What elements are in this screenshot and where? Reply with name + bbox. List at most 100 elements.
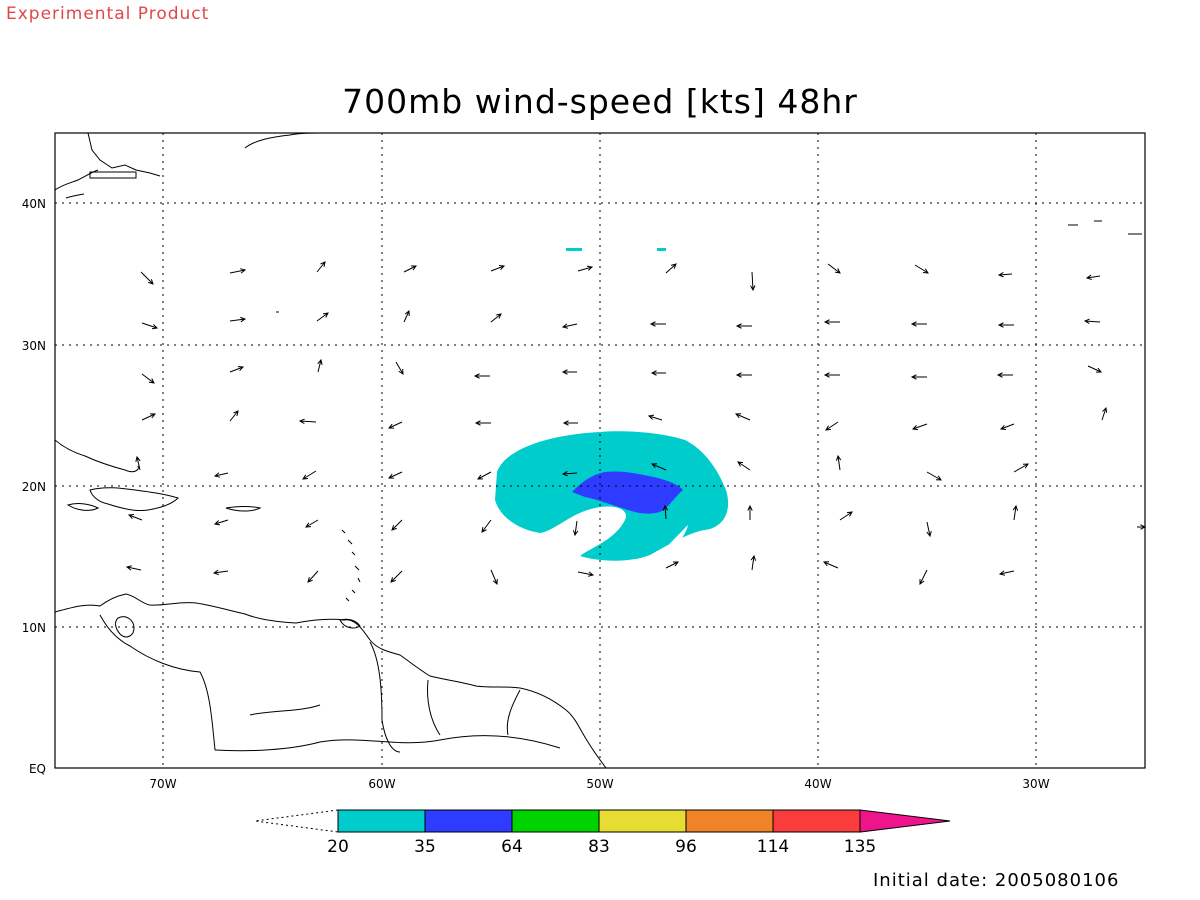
wind-vector-arrow [403,265,418,273]
wind-vector-arrow [307,570,319,583]
wind-vector-arrow [750,554,757,571]
wind-vector-arrow [473,373,490,379]
lon-tick-label: 30W [1022,777,1049,791]
island-jamaica [66,503,100,511]
country-borders [99,614,561,753]
wind-vector-arrow [747,504,753,520]
wind-vector-arrow [735,323,752,329]
wind-vector-arrow [387,421,403,429]
wind-vector-arrow [229,268,247,274]
wind-vector-arrow [997,322,1014,328]
coastline-nova-scotia [244,133,319,149]
wind-vector-arrow [1137,524,1147,530]
wind-vector-arrow [561,471,578,477]
wind-vector-arrow [229,410,239,422]
wind-vector-arrow [1087,365,1103,373]
wind-vector-arrow [477,471,492,480]
colorbar-below-range-triangle [254,809,339,833]
wind-vector-arrow [213,519,229,526]
lon-tick-label: 40W [804,777,831,791]
wind-vector-arrow [650,463,667,471]
wind-vector-arrow [926,471,942,481]
border-venezuela-brazil-inner [249,704,321,716]
wind-vector-arrow [127,514,143,521]
colorbar-swatch [685,809,774,833]
wind-vector-arrow [490,569,498,586]
wind-vector-arrow [140,271,154,285]
wind-vector-arrow [649,321,666,327]
wind-vector-arrow [750,271,756,292]
border-venezuela-guyana [369,641,401,753]
wind-vector-arrow [910,374,927,380]
colorbar-label: 35 [414,837,436,857]
wind-vector-arrow [926,521,932,538]
initial-date-label: Initial date: 2005080106 [873,870,1120,891]
island-trinidad [339,618,361,629]
wind-vector-arrow [490,265,506,272]
wind-vector-arrow [561,323,578,329]
colorbar: 20 35 64 83 96 114 135 [254,809,951,857]
wind-vector-arrow [562,420,578,426]
wind-vector-arrow [305,519,319,528]
wind-vector-arrow [914,264,929,274]
lat-tick-label: 40N [22,197,46,211]
graticule [55,133,1145,768]
coastline-south-america [55,593,607,768]
colorbar-label: 64 [501,837,523,857]
map-title: 700mb wind-speed [kts] 48hr [342,82,858,121]
wind-vector-arrow [911,423,928,431]
coastline-new-england [87,133,161,177]
wind-vector-arrow [490,313,502,323]
wind-vector-arrow [996,372,1013,378]
colorbar-label: 135 [844,837,876,857]
lat-tick-label: 20N [22,480,46,494]
wind-vector-arrow [650,370,666,376]
wind-vector-arrow [316,261,326,273]
lon-tick-label: 60W [368,777,395,791]
wind-vector-arrow [823,319,840,325]
wind-vector-arrow [823,372,840,378]
wind-vector-arrow [734,413,751,421]
wind-35-64kt-area [572,471,683,514]
wind-vector-arrow [229,316,247,323]
axis-labels: 70W 60W 50W 40W 30W EQ 10N 20N 30N 40N [22,197,1050,791]
wind-vector-arrow [910,321,927,327]
wind-vector-arrow [835,454,842,471]
colorbar-swatch [772,809,861,833]
coastline-lake-maracaibo [115,616,135,638]
wind-vector-arrow [212,569,229,576]
wind-vector-arrow [1101,406,1108,421]
wind-vector-arrow [387,471,403,479]
wind-vector-arrow [141,373,155,384]
wind-vector-arrow [665,263,677,274]
wind-vector-arrow [302,470,317,480]
wind-vector-arrow [403,309,410,323]
wind-vector-arrow [577,265,594,272]
wind-vector-arrow [390,570,403,583]
wind-vector-arrow [229,366,245,373]
wind-vector-arrow [737,461,751,471]
islands-azores [1068,220,1142,235]
border-colombia-venezuela [99,614,216,751]
wind-vector-arrow [822,561,839,569]
wind-vector-arrow [919,569,928,586]
island-hispaniola [89,487,179,511]
colorbar-swatch [337,809,426,833]
lon-tick-label: 50W [586,777,613,791]
island-puerto-rico [225,506,262,512]
wind-speed-shading [495,248,729,562]
wind-vector-arrow [735,372,752,378]
lat-tick-label: EQ [29,762,46,776]
wind-vector-arrow [1013,463,1029,473]
lat-tick-label: 30N [22,339,46,353]
wind-vector-arrow [1012,504,1019,521]
border-brazil-north [214,735,561,752]
border-suriname-guiana [506,689,521,736]
wind-vector-arrow [135,455,141,471]
wind-vector-arrow [213,472,229,478]
wind-vector-arrow [395,361,404,375]
wind-vector-arrow [316,312,329,322]
wind-vector-arrow [998,570,1015,576]
colorbar-label: 96 [675,837,697,857]
